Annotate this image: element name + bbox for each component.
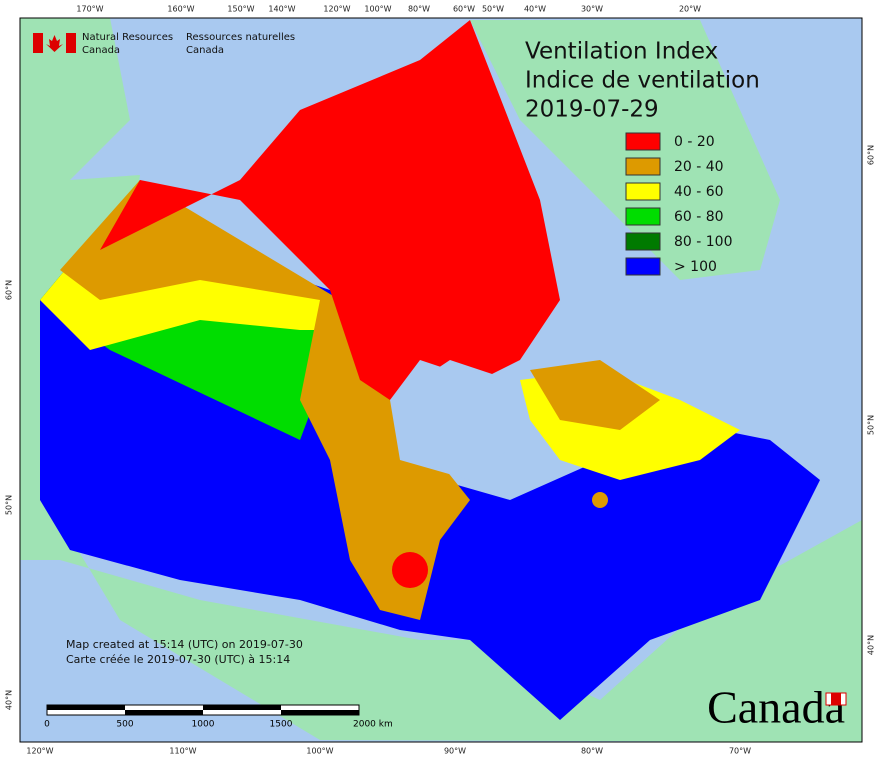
region-20-40 [60, 180, 470, 620]
wordmark: Canada [707, 682, 845, 733]
scale-seg [125, 710, 203, 715]
graticule-top: 170°W [76, 5, 103, 14]
legend: 0 - 20 20 - 40 40 - 60 60 - 80 80 - 100 > 100 [625, 132, 733, 276]
graticule-bottom: 100°W [306, 747, 333, 756]
hudson-bay [390, 360, 520, 480]
legend-swatch [625, 232, 661, 251]
title: 2019-07-29 [525, 97, 659, 123]
agency-fr: Canada [186, 45, 224, 56]
legend-label: 0 - 20 [674, 134, 715, 150]
graticule-top: 20°W [679, 5, 701, 14]
legend-label: 40 - 60 [674, 184, 724, 200]
scale-label: 1000 [192, 720, 215, 730]
graticule-bottom: 80°W [581, 747, 603, 756]
land-russia [20, 18, 130, 200]
agency-en: Natural Resources [82, 32, 173, 43]
scale-label: 1500 [270, 720, 293, 730]
map [19, 17, 863, 743]
graticule-top: 40°W [524, 5, 546, 14]
graticule-left: 50°N [5, 495, 14, 515]
graticule-top: 150°W [227, 5, 254, 14]
scale-seg [281, 710, 359, 715]
flag-bar [66, 33, 76, 53]
graticule-top: 30°W [581, 5, 603, 14]
graticule-top: 140°W [268, 5, 295, 14]
red-spot [392, 552, 428, 588]
scale-seg [47, 705, 125, 710]
title: Ventilation Index [525, 39, 718, 65]
legend-label: 20 - 40 [674, 159, 724, 175]
scale-label: 0 [44, 720, 50, 730]
scale-seg [203, 705, 281, 710]
graticule-right: 40°N [867, 635, 876, 655]
scale-label: 500 [116, 720, 133, 730]
graticule-bottom: 120°W [26, 747, 53, 756]
graticule-top: 120°W [323, 5, 350, 14]
map-frame [19, 17, 863, 743]
orange-spot [592, 492, 608, 508]
wordmark-flag [831, 693, 841, 705]
region-arctic [100, 20, 560, 400]
flag-bar [33, 33, 43, 53]
land-greenland [470, 20, 780, 280]
graticule-top: 100°W [364, 5, 391, 14]
agency-fr: Ressources naturelles [186, 32, 295, 43]
graticule-bottom: 110°W [169, 747, 196, 756]
legend-swatch [625, 132, 661, 151]
graticule-top: 50°W [482, 5, 504, 14]
graticule-top: 160°W [167, 5, 194, 14]
agency-en: Canada [82, 45, 120, 56]
legend-label: 80 - 100 [674, 234, 733, 250]
note: Map created at 15:14 (UTC) on 2019-07-30 [66, 638, 303, 651]
graticule-top: 60°W [453, 5, 475, 14]
region-labrador-2 [530, 360, 660, 430]
land-usa [20, 60, 862, 742]
graticule-right: 50°N [867, 415, 876, 435]
scale-bar: 0 500 1000 1500 2000 km [44, 704, 393, 730]
graticule-bottom: 70°W [729, 747, 751, 756]
graticule-right: 60°N [867, 145, 876, 165]
legend-label: > 100 [674, 259, 717, 275]
graticule-left: 40°N [5, 690, 14, 710]
graticule-bottom: 90°W [444, 747, 466, 756]
legend-label: 60 - 80 [674, 209, 724, 225]
flag-leaf [46, 35, 63, 52]
graticule-left: 60°N [5, 280, 14, 300]
logo [33, 33, 76, 53]
legend-swatch [625, 157, 661, 176]
legend-swatch [625, 182, 661, 201]
scale-label: 2000 km [353, 720, 393, 730]
legend-swatch [625, 207, 661, 226]
legend-swatch [625, 257, 661, 276]
title: Indice de ventilation [525, 68, 760, 94]
graticule-labels: 170°W 160°W 150°W 140°W 120°W 100°W 80°W 60°W 50… [5, 5, 876, 756]
note: Carte créée le 2019-07-30 (UTC) à 15:14 [66, 653, 290, 666]
graticule-top: 80°W [408, 5, 430, 14]
